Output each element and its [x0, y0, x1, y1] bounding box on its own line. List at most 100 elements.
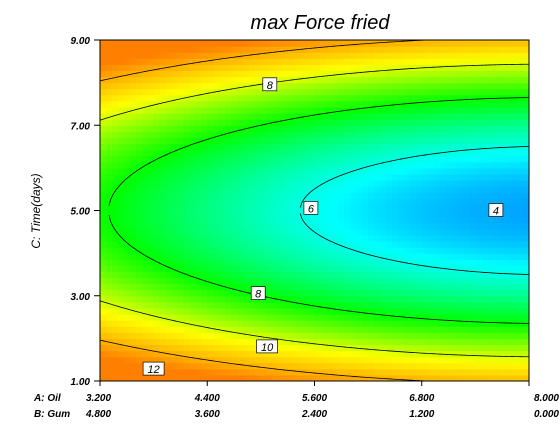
heat-cell [284, 149, 292, 157]
heat-cell [100, 314, 107, 321]
heat-cell [260, 46, 268, 53]
heat-cell [308, 320, 316, 327]
heat-cell [409, 143, 417, 151]
heat-cell [290, 356, 298, 364]
heat-cell [403, 240, 411, 248]
heat-cell [123, 113, 131, 120]
heat-cell [391, 344, 399, 352]
heat-cell [231, 271, 238, 279]
heat-cell [314, 374, 322, 381]
heat-cell [266, 88, 274, 96]
heat-cell [368, 88, 375, 96]
heat-cell [290, 344, 298, 352]
heat-cell [344, 149, 351, 157]
heat-cell [433, 180, 441, 187]
heat-cell [415, 186, 423, 193]
heat-cell [475, 192, 482, 199]
heat-cell [201, 338, 208, 346]
heat-cell [481, 271, 488, 279]
heat-cell [374, 295, 381, 303]
heat-cell [159, 314, 167, 321]
heat-cell [296, 295, 304, 303]
heat-cell [213, 253, 220, 260]
heat-cell [290, 52, 298, 59]
heat-cell [213, 180, 220, 187]
heat-cell [284, 131, 292, 139]
heat-cell [493, 173, 500, 181]
heat-cell [415, 271, 423, 279]
heat-cell [117, 332, 125, 339]
heat-cell [320, 106, 328, 114]
heat-cell [344, 161, 351, 169]
heat-cell [368, 234, 375, 242]
heat-cell [177, 374, 185, 381]
heat-cell [511, 277, 518, 285]
heat-cell [374, 76, 381, 84]
heat-cell [386, 131, 393, 139]
heat-cell [117, 228, 125, 236]
heat-cell [463, 338, 471, 346]
heat-cell [100, 320, 107, 327]
heat-cell [332, 307, 339, 315]
heat-cell [105, 137, 113, 145]
heat-cell [350, 173, 357, 181]
heat-cell [445, 94, 453, 102]
heat-cell [433, 362, 441, 370]
heat-cell [344, 40, 351, 47]
heat-cell [386, 155, 393, 163]
heat-cell [189, 222, 196, 230]
heat-cell [159, 277, 167, 285]
heat-cell [135, 289, 143, 297]
heat-cell [487, 192, 494, 199]
heat-cell [278, 149, 286, 157]
heat-cell [278, 259, 286, 266]
heat-cell [272, 362, 280, 370]
heat-cell [308, 70, 316, 78]
heat-cell [403, 253, 411, 260]
heat-cell [272, 228, 280, 236]
heat-cell [469, 283, 476, 291]
heat-cell [314, 192, 322, 199]
heat-cell [177, 222, 185, 230]
heat-cell [368, 265, 375, 272]
heat-cell [129, 265, 137, 272]
heat-cell [100, 88, 107, 96]
heat-cell [123, 106, 131, 114]
heat-cell [409, 247, 417, 254]
heat-cell [266, 58, 274, 65]
heat-cell [350, 374, 357, 381]
heat-cell [314, 76, 322, 84]
heat-cell [296, 106, 304, 114]
heat-cell [123, 70, 131, 78]
heat-cell [183, 307, 190, 315]
heat-cell [248, 186, 256, 193]
heat-cell [409, 52, 417, 59]
heat-cell [439, 82, 447, 90]
heat-cell [105, 204, 113, 212]
heat-cell [433, 161, 441, 169]
heat-cell [338, 46, 345, 53]
heat-cell [290, 100, 298, 108]
heat-cell [225, 58, 232, 65]
heat-cell [159, 338, 167, 346]
heat-cell [201, 94, 208, 102]
heat-cell [195, 125, 202, 132]
heat-cell [517, 344, 524, 352]
heat-cell [243, 70, 250, 78]
heat-cell [457, 113, 465, 120]
heat-cell [207, 46, 214, 53]
heat-cell [320, 64, 328, 72]
heat-cell [302, 192, 310, 199]
heat-cell [451, 94, 459, 102]
heat-cell [296, 119, 304, 126]
heat-cell [111, 167, 119, 175]
heat-cell [201, 295, 208, 303]
heat-cell [427, 222, 435, 230]
heat-cell [165, 259, 173, 266]
heat-cell [397, 143, 405, 151]
heat-cell [427, 58, 435, 65]
heat-cell [266, 106, 274, 114]
heat-cell [100, 289, 107, 297]
heat-cell [332, 228, 339, 236]
heat-cell [129, 210, 137, 218]
